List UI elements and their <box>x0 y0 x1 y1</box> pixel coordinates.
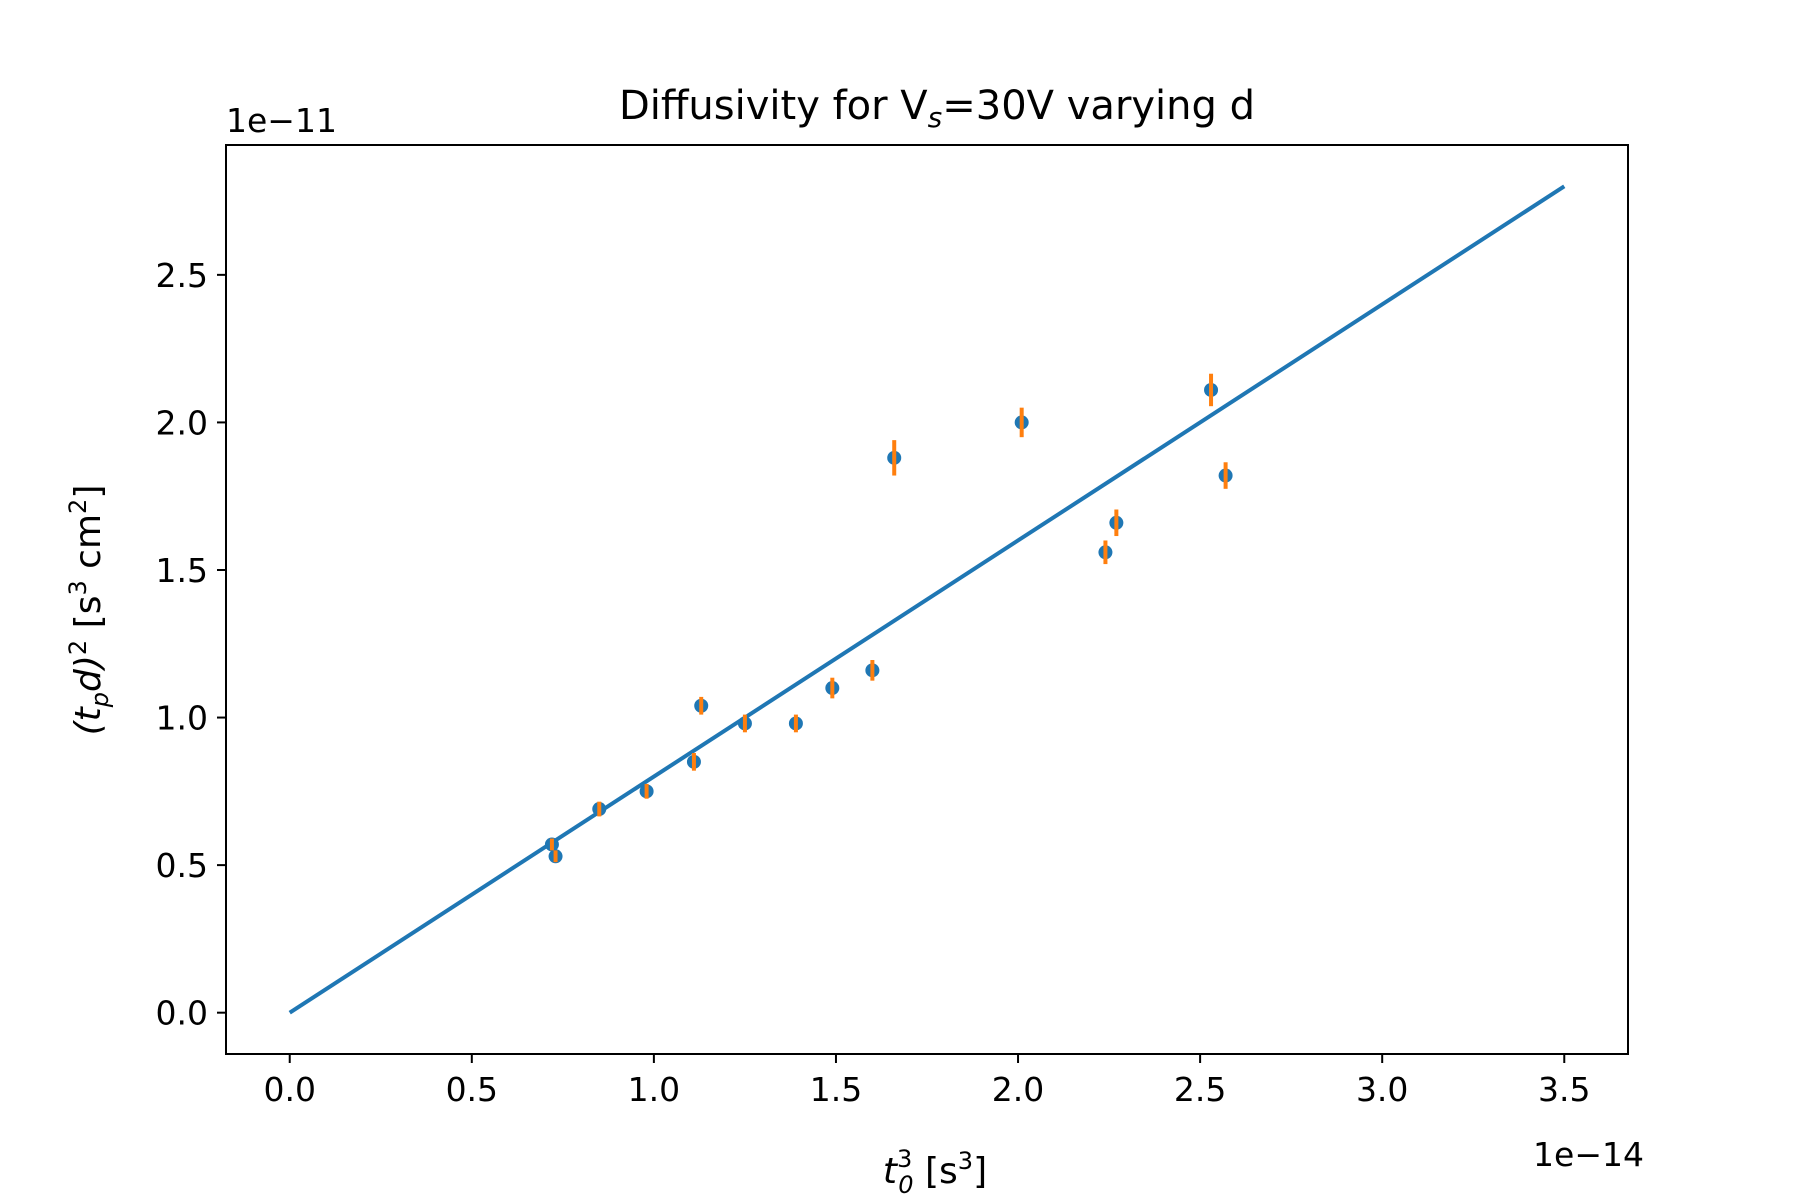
ylabel-unit-sup1: 3 <box>64 580 92 595</box>
x-tick-label: 3.0 <box>1356 1070 1408 1109</box>
ylabel-unit-close: ] <box>68 485 109 499</box>
x-tick-label: 2.5 <box>1174 1070 1226 1109</box>
y-tick-label: 2.0 <box>156 403 208 442</box>
plot-area <box>288 184 1566 1015</box>
xlabel-sub: 0 <box>898 1171 913 1199</box>
x-axis-ticks: 0.0 0.5 1.0 1.5 2.0 2.5 3.0 3.5 <box>263 1054 1591 1109</box>
y-tick-label: 0.5 <box>156 846 208 885</box>
xlabel-unit-sup: 3 <box>958 1147 973 1175</box>
x-tick-label: 1.0 <box>628 1070 680 1109</box>
xlabel-base: t <box>883 1151 899 1192</box>
ylabel-unit-mid: cm <box>68 514 109 580</box>
ylabel-sub: p <box>86 692 114 708</box>
x-tick-label: 0.0 <box>263 1070 315 1109</box>
y-offset-label: 1e−11 <box>226 101 337 140</box>
y-axis-label: (tpd)2 [s3 cm2] <box>64 485 114 736</box>
ylabel-mid: d) <box>68 655 109 692</box>
title-part: Diffusivity for V <box>619 83 928 129</box>
title-part: =30V varying d <box>942 83 1255 129</box>
x-axis-label: t3 0 [s3] <box>883 1145 987 1199</box>
x-tick-label: 3.5 <box>1538 1070 1590 1109</box>
x-tick-label: 0.5 <box>446 1070 498 1109</box>
errorbars <box>549 373 1228 863</box>
y-tick-label: 1.0 <box>156 699 208 738</box>
y-tick-label: 1.5 <box>156 551 208 590</box>
xlabel-unit-close: ] <box>973 1151 987 1192</box>
ylabel-unit: [s <box>68 596 109 640</box>
ylabel-sup: 2 <box>64 640 92 655</box>
x-tick-label: 1.5 <box>810 1070 862 1109</box>
y-tick-label: 0.0 <box>156 994 208 1033</box>
y-tick-label: 2.5 <box>156 256 208 295</box>
axes-frame <box>225 144 1629 1055</box>
chart-title: Diffusivity for Vs=30V varying d <box>619 83 1255 134</box>
x-tick-label: 2.0 <box>992 1070 1044 1109</box>
title-subscript: s <box>928 101 943 134</box>
x-offset-label: 1e−14 <box>1533 1135 1644 1174</box>
y-axis-ticks: 0.0 0.5 1.0 1.5 2.0 2.5 <box>156 256 226 1033</box>
ylabel-open: (t <box>68 705 109 735</box>
xlabel-unit: [s <box>914 1151 958 1192</box>
fit-line <box>288 184 1566 1015</box>
xlabel-sup: 3 <box>897 1145 912 1173</box>
ylabel-unit-sup2: 2 <box>64 499 92 514</box>
